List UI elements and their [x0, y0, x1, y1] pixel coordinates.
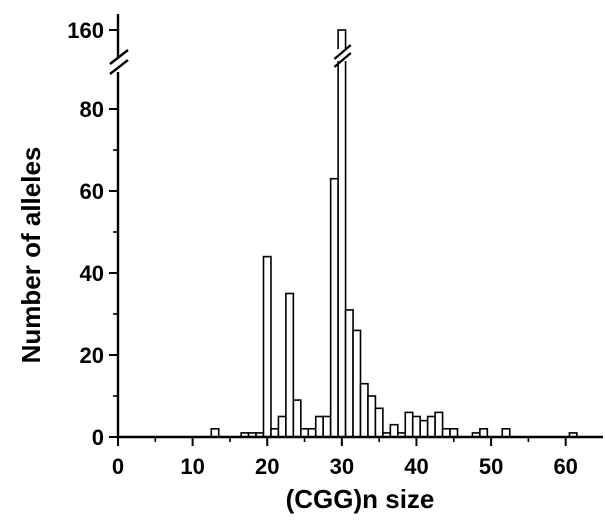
- y-tick-label: 60: [80, 179, 104, 204]
- bar: [337, 29, 347, 438]
- y-tick-label: 80: [80, 97, 104, 122]
- bars-group: [210, 29, 578, 438]
- y-tick-label: 160: [67, 18, 104, 43]
- bar: [367, 395, 377, 438]
- bar: [441, 427, 451, 438]
- bar: [501, 427, 511, 438]
- bar: [449, 427, 459, 438]
- y-axis-break-gap: [110, 58, 126, 72]
- bar: [292, 399, 302, 438]
- bar: [329, 177, 339, 438]
- bar: [344, 309, 354, 438]
- x-tick-label: 20: [255, 454, 279, 479]
- bar-break-mark: [333, 44, 352, 60]
- bar: [322, 415, 332, 438]
- axes-group: [109, 14, 603, 439]
- bar: [374, 407, 384, 438]
- bar: [411, 415, 421, 438]
- y-tick-label: 0: [92, 425, 104, 450]
- x-tick-label: 50: [479, 454, 503, 479]
- bar: [434, 411, 444, 438]
- bar: [426, 415, 436, 438]
- ticks-group: 0 10 20 30 40 50 60 0 20 40 60 80 160: [67, 18, 578, 479]
- bar: [359, 382, 369, 438]
- bar: [262, 255, 272, 438]
- bar: [270, 427, 280, 438]
- bar: [479, 427, 489, 438]
- bar: [389, 423, 399, 438]
- bar: [307, 427, 317, 438]
- y-tick-label: 20: [80, 343, 104, 368]
- bar-break-gap: [334, 49, 351, 61]
- x-tick-label: 30: [330, 454, 354, 479]
- x-axis-title: (CGG)n size: [286, 484, 435, 514]
- bar-break-mark: [333, 52, 352, 68]
- y-tick-label: 40: [80, 261, 104, 286]
- bar: [404, 411, 414, 438]
- y-axis-break-mark: [109, 49, 129, 65]
- bar: [314, 415, 324, 438]
- bar: [210, 427, 220, 438]
- bar: [419, 419, 429, 438]
- bar: [285, 292, 295, 438]
- x-tick-label: 0: [112, 454, 124, 479]
- x-tick-label: 10: [180, 454, 204, 479]
- y-axis-break-mark: [109, 59, 129, 75]
- y-axis-title: Number of alleles: [16, 147, 46, 364]
- bar: [300, 427, 310, 438]
- bar: [352, 329, 362, 438]
- x-tick-label: 60: [553, 454, 577, 479]
- bar: [277, 415, 287, 438]
- x-tick-label: 40: [404, 454, 428, 479]
